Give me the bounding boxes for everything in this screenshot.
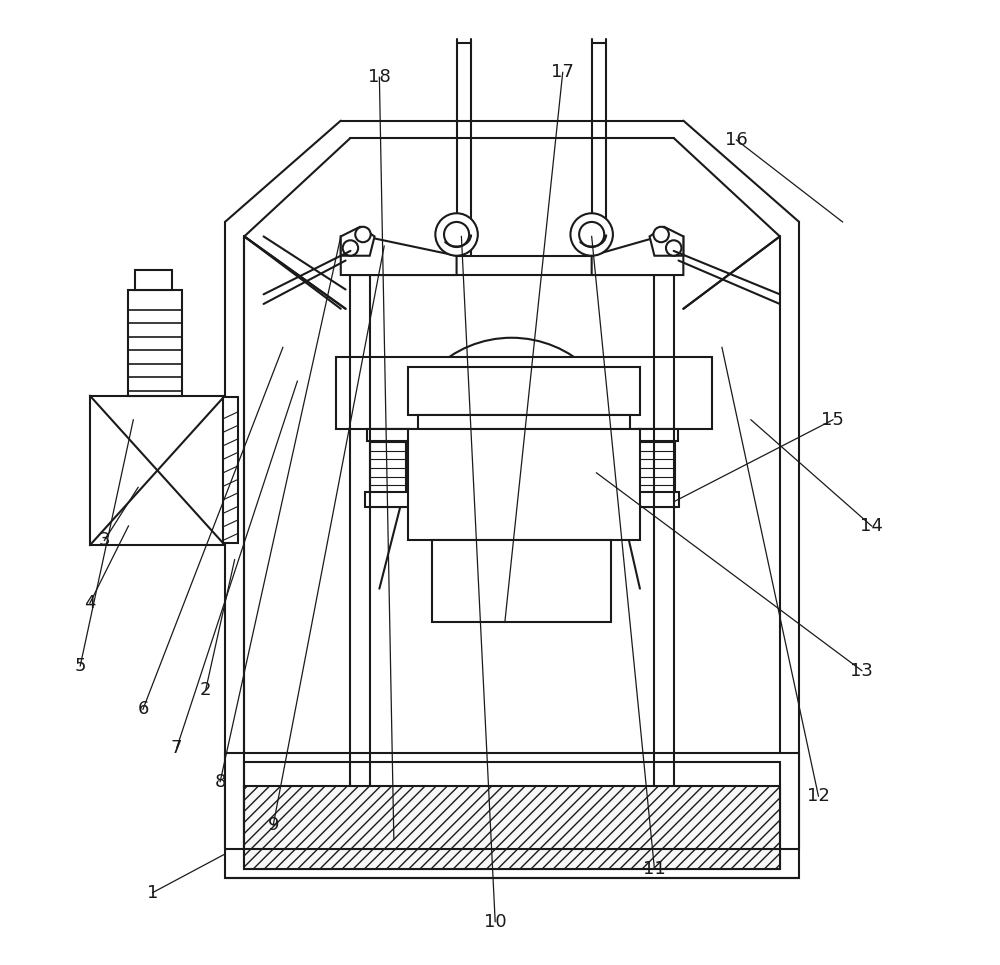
Text: 4: 4 [84,594,96,612]
Bar [135,270,172,290]
Text: 14: 14 [860,517,883,535]
Text: 11: 11 [643,860,666,877]
Text: 18: 18 [368,69,391,86]
Text: 10: 10 [484,913,506,930]
Text: 13: 13 [850,662,873,679]
Circle shape [435,213,478,256]
Circle shape [653,227,669,242]
Bar [432,540,611,622]
Text: 9: 9 [267,816,279,834]
Polygon shape [650,227,683,256]
Bar [244,786,780,868]
Text: 6: 6 [137,701,149,718]
Bar [365,492,411,507]
Bar [418,415,630,429]
Text: 16: 16 [725,131,748,149]
Bar [128,290,182,396]
Circle shape [343,240,358,256]
Circle shape [666,240,681,256]
Text: 2: 2 [200,681,211,699]
Bar [244,762,780,868]
Text: 15: 15 [821,411,844,428]
Bar [633,492,679,507]
Polygon shape [341,236,457,275]
Bar [225,753,799,878]
Circle shape [579,222,604,247]
Circle shape [444,222,469,247]
Circle shape [420,357,603,540]
Bar [367,429,409,441]
Bar [408,429,640,540]
Text: 17: 17 [551,64,574,81]
Bar [336,357,712,429]
Polygon shape [592,236,683,275]
Text: 7: 7 [171,739,182,757]
Circle shape [401,338,623,560]
Bar [90,396,225,545]
Circle shape [355,227,371,242]
Bar [223,397,238,543]
Text: 5: 5 [74,657,86,675]
Text: 12: 12 [807,787,830,805]
Bar [638,429,675,507]
Circle shape [570,213,613,256]
Circle shape [478,415,545,482]
Bar [635,429,678,441]
Bar [408,367,640,415]
Polygon shape [341,227,375,256]
Text: 3: 3 [99,532,110,549]
Text: 8: 8 [214,773,226,790]
Bar [370,429,406,507]
Text: 1: 1 [147,884,158,901]
